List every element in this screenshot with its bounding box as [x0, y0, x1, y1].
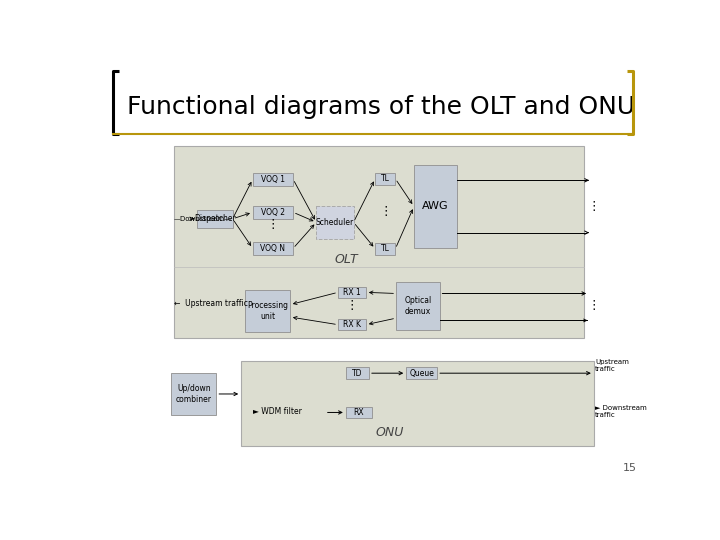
Text: RX: RX	[354, 408, 364, 417]
Text: TL: TL	[381, 174, 390, 183]
Text: Up/down
combiner: Up/down combiner	[176, 384, 212, 404]
FancyBboxPatch shape	[245, 289, 290, 332]
Text: ⋮: ⋮	[266, 219, 279, 232]
FancyBboxPatch shape	[253, 206, 293, 219]
Text: ► WDM filter: ► WDM filter	[253, 407, 302, 416]
Text: ⋮: ⋮	[379, 205, 392, 218]
Text: Dispatcher: Dispatcher	[194, 214, 235, 224]
FancyBboxPatch shape	[241, 361, 594, 446]
Text: TD: TD	[352, 369, 363, 377]
Text: ► Downstream
traffic: ► Downstream traffic	[595, 405, 647, 418]
FancyBboxPatch shape	[253, 242, 293, 255]
FancyBboxPatch shape	[253, 173, 293, 186]
Text: VOQ 2: VOQ 2	[261, 208, 285, 217]
FancyBboxPatch shape	[346, 367, 369, 379]
Text: VOQ N: VOQ N	[261, 244, 285, 253]
FancyBboxPatch shape	[346, 407, 372, 418]
Text: ⋮: ⋮	[588, 200, 600, 213]
FancyBboxPatch shape	[338, 287, 366, 298]
Text: ⋮: ⋮	[588, 299, 600, 312]
Text: RX K: RX K	[343, 320, 361, 329]
Text: Scheduler: Scheduler	[316, 218, 354, 227]
Text: ←  Upstream traffic: ← Upstream traffic	[174, 299, 248, 308]
FancyBboxPatch shape	[171, 373, 216, 415]
FancyBboxPatch shape	[414, 165, 456, 248]
FancyBboxPatch shape	[375, 173, 395, 185]
Text: Queue: Queue	[409, 369, 434, 377]
Text: TL: TL	[381, 244, 390, 253]
FancyBboxPatch shape	[396, 282, 439, 330]
FancyBboxPatch shape	[375, 242, 395, 255]
Text: Optical
demux: Optical demux	[404, 296, 431, 315]
FancyBboxPatch shape	[338, 319, 366, 330]
Text: AWG: AWG	[422, 201, 449, 212]
FancyBboxPatch shape	[174, 146, 585, 338]
FancyBboxPatch shape	[197, 210, 233, 228]
Text: Functional diagrams of the OLT and ONU: Functional diagrams of the OLT and ONU	[127, 95, 635, 119]
Text: ⋮: ⋮	[346, 299, 359, 312]
Text: OLT: OLT	[334, 253, 358, 266]
FancyBboxPatch shape	[406, 367, 437, 379]
Text: Processing
unit: Processing unit	[247, 301, 288, 321]
Text: —Downstream—: —Downstream—	[174, 216, 232, 222]
Text: RX 1: RX 1	[343, 288, 361, 297]
Text: VOQ 1: VOQ 1	[261, 174, 285, 184]
Text: 15: 15	[622, 463, 636, 473]
FancyBboxPatch shape	[316, 206, 354, 239]
Text: ONU: ONU	[375, 426, 403, 438]
Text: Upstream
traffic: Upstream traffic	[595, 359, 629, 372]
